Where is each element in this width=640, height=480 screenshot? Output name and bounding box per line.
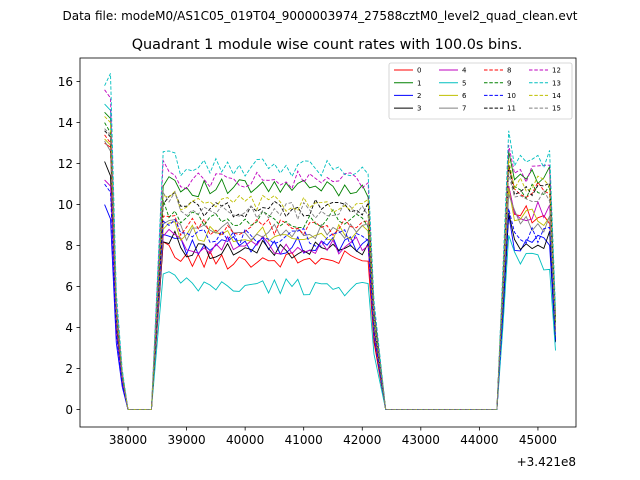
x-tick-label: 40000 <box>226 433 264 447</box>
series-line-12 <box>104 89 556 411</box>
y-tick-label: 12 <box>58 157 73 171</box>
y-tick-label: 14 <box>58 116 73 130</box>
series-line-7 <box>104 140 556 411</box>
y-tick-label: 8 <box>65 239 73 253</box>
legend-label-9: 9 <box>507 79 511 87</box>
series-line-3 <box>104 161 556 411</box>
legend-label-10: 10 <box>507 92 516 100</box>
series-line-10 <box>104 183 556 411</box>
x-tick-label: 42000 <box>343 433 381 447</box>
x-tick-label: 39000 <box>167 433 205 447</box>
legend-label-12: 12 <box>552 67 561 75</box>
x-tick-label: 45000 <box>519 433 557 447</box>
y-tick-label: 0 <box>65 403 73 417</box>
y-tick-label: 6 <box>65 280 73 294</box>
series-line-6 <box>104 138 556 411</box>
x-tick-label: 41000 <box>285 433 323 447</box>
series-line-15 <box>104 128 556 411</box>
legend-label-13: 13 <box>552 79 561 87</box>
x-offset-label: +3.421e8 <box>517 455 576 469</box>
series-line-5 <box>104 103 556 411</box>
legend-label-8: 8 <box>507 67 511 75</box>
legend-label-15: 15 <box>552 105 561 113</box>
legend-label-2: 2 <box>417 92 421 100</box>
x-tick-label: 44000 <box>460 433 498 447</box>
series-line-8 <box>104 134 556 411</box>
legend-label-14: 14 <box>552 92 561 100</box>
axes-frame <box>79 57 577 428</box>
y-tick-label: 2 <box>65 362 73 376</box>
series-line-14 <box>104 116 556 411</box>
legend-frame <box>388 62 573 120</box>
series-line-1 <box>104 111 556 411</box>
legend-label-4: 4 <box>462 67 467 75</box>
legend-label-5: 5 <box>462 79 466 87</box>
legend-label-0: 0 <box>417 67 421 75</box>
y-tick-label: 16 <box>58 75 73 89</box>
chart-suptitle: Data file: modeM0/AS1C05_019T04_90000039… <box>62 9 577 23</box>
x-tick-label: 38000 <box>109 433 147 447</box>
legend-label-1: 1 <box>417 79 421 87</box>
y-tick-label: 4 <box>65 321 73 335</box>
plot-area <box>104 73 556 411</box>
x-tick-label: 43000 <box>402 433 440 447</box>
legend-label-3: 3 <box>417 105 421 113</box>
y-tick-label: 10 <box>58 198 73 212</box>
legend-label-6: 6 <box>462 92 467 100</box>
series-line-13 <box>104 73 556 411</box>
legend-label-7: 7 <box>462 105 466 113</box>
axes-ticks: 38000 39000 40000 41000 42000 43000 44000 45000… <box>58 75 557 447</box>
legend-label-11: 11 <box>507 105 516 113</box>
series-line-0 <box>104 142 556 411</box>
series-line-11 <box>104 130 556 411</box>
chart-title: Quadrant 1 module wise count rates with … <box>132 37 523 53</box>
